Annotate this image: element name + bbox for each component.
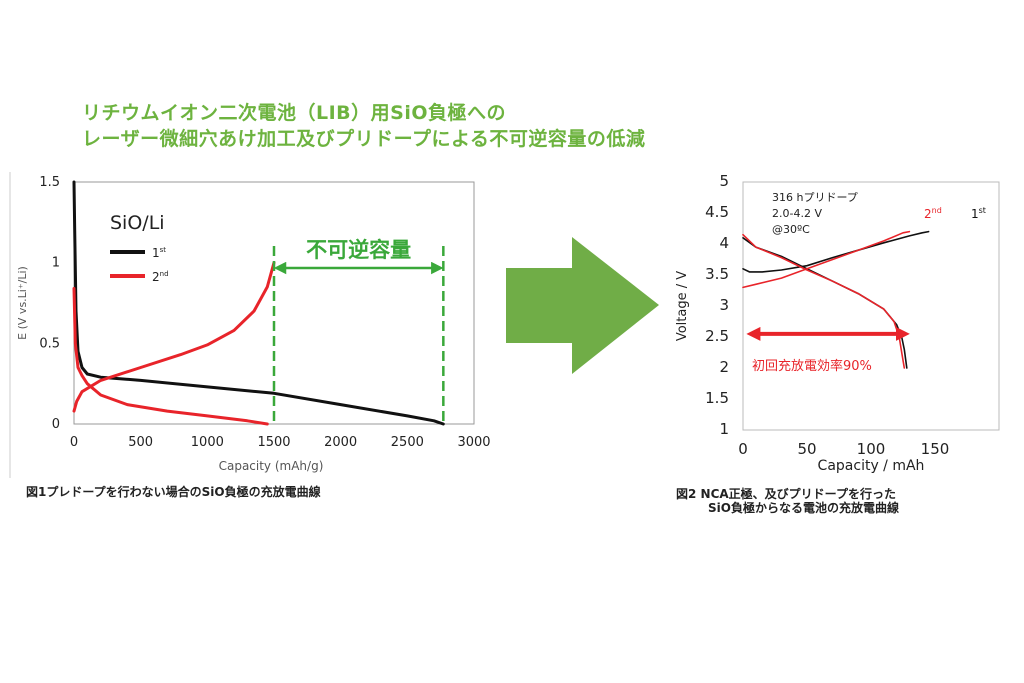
chart-1-x-axis-label: Capacity (mAh/g)	[219, 459, 324, 473]
right-arrow-icon	[506, 237, 659, 374]
chart-1-x-ticks: 0 500 1000 1500 2000 2500 3000	[70, 435, 491, 450]
chart-1-y-tick-label: 1	[52, 256, 60, 271]
chart-2-info-line-2: 2.0-4.2 V	[772, 207, 822, 220]
chart-2-info-line-3: @30ºC	[772, 223, 810, 236]
chart-1-x-tick-label: 3000	[457, 435, 490, 450]
chart-2-caption-line-1: 図2 NCA正極、及びプリドープを行った	[676, 487, 896, 501]
chart-2-x-ticks: 0 50 100 150	[738, 440, 949, 458]
chart-1-irreversible-annotation: 不可逆容量	[272, 238, 445, 424]
chart-2-y-ticks: 1 1.5 2 2.5 3 3.5 4 4.5 5	[705, 172, 729, 438]
chart-1-x-tick-label: 1000	[191, 435, 224, 450]
chart-1-caption: 図1プレドープを行わない場合のSiO負極の充放電曲線	[26, 485, 321, 499]
chart-1-y-tick-label: 1.5	[39, 175, 60, 190]
chart-1-x-tick-label: 2500	[391, 435, 424, 450]
chart-2-caption-line-2: SiO負極からなる電池の充放電曲線	[708, 501, 899, 515]
chart-1-x-tick-label: 500	[128, 435, 153, 450]
chart-2-x-tick-label: 0	[738, 440, 748, 458]
chart-2-efficiency-annotation: 初回充放電効率90%	[746, 326, 910, 374]
chart-2-y-tick-label: 4.5	[705, 203, 729, 221]
chart-2-y-tick-label: 5	[719, 172, 729, 190]
chart-1-y-tick-label: 0	[52, 417, 60, 432]
chart-1-series-2nd	[72, 287, 269, 426]
chart-1-y-tick-label: 0.5	[39, 336, 60, 351]
chart-1-y-axis-label: E (V vs.Li⁺/Li)	[16, 266, 29, 340]
chart-2-x-tick-label: 100	[857, 440, 886, 458]
chart-2-x-axis-label: Capacity / mAh	[818, 458, 925, 474]
chart-2-y-tick-label: 3.5	[705, 265, 729, 283]
chart-2-y-tick-label: 1	[719, 420, 729, 438]
chart-1-x-tick-label: 2000	[324, 435, 357, 450]
chart-1-y-ticks: 0 0.5 1 1.5	[39, 175, 60, 432]
chart-1-x-tick-label: 0	[70, 435, 78, 450]
chart-2-x-tick-label: 50	[797, 440, 816, 458]
chart-2-y-tick-label: 2.5	[705, 327, 729, 345]
chart-2-series-1st-charge	[742, 230, 930, 273]
chart-1-legend-label-1st: 1st	[152, 246, 166, 260]
chart-1-legend-label-2nd: 2nd	[152, 270, 169, 284]
chart-1-series	[72, 180, 445, 426]
chart-2-series-2nd-discharge	[742, 233, 906, 369]
chart-2: 1 1.5 2 2.5 3 3.5 4 4.5 5 0 50 100 150 316 hプリドープ 2…	[675, 172, 1000, 474]
chart-1-annotation-label: 不可逆容量	[306, 238, 411, 262]
chart-2-info-line-1: 316 hプリドープ	[772, 191, 858, 204]
chart-2-label-2nd: 2nd	[924, 206, 942, 221]
chart-2-plot-area	[742, 181, 1000, 431]
chart-2-x-tick-label: 150	[921, 440, 950, 458]
title-line-2: レーザー微細穴あけ加工及びプリドープによる不可逆容量の低減	[82, 128, 646, 150]
chart-2-y-tick-label: 4	[719, 234, 729, 252]
chart-1-legend-title: SiO/Li	[110, 212, 165, 234]
chart-2-annotation-label: 初回充放電効率90%	[752, 358, 872, 374]
chart-1-series-1st	[72, 180, 445, 426]
chart-2-series-1st-discharge	[742, 237, 908, 369]
chart-1: 0 0.5 1 1.5 0 500 1000 1500 2000 2500 3000 SiO/Li…	[9, 172, 491, 478]
chart-2-y-axis-label: Voltage / V	[675, 271, 690, 341]
chart-2-y-tick-label: 2	[719, 358, 729, 376]
chart-2-series	[742, 230, 930, 369]
chart-2-label-1st: 1st	[971, 206, 986, 221]
chart-2-series-2nd-charge	[742, 230, 911, 289]
title-line-1: リチウムイオン二次電池（LIB）用SiO負極への	[82, 102, 507, 124]
chart-2-y-tick-label: 3	[719, 296, 729, 314]
chart-1-series-2nd-charge-	[72, 261, 276, 413]
chart-1-x-tick-label: 1500	[257, 435, 290, 450]
chart-2-y-tick-label: 1.5	[705, 389, 729, 407]
